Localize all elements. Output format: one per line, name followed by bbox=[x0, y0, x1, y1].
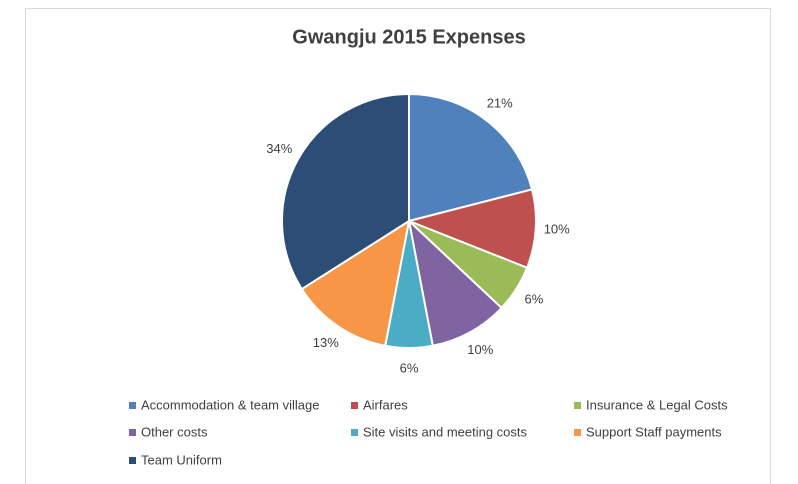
legend-label: Other costs bbox=[141, 424, 208, 439]
legend-label: Accommodation & team village bbox=[141, 397, 319, 412]
data-label: 10% bbox=[467, 342, 493, 357]
pie-slice bbox=[408, 92, 534, 223]
chart-title: Gwangju 2015 Expenses bbox=[292, 26, 525, 48]
data-label: 21% bbox=[487, 95, 513, 110]
legend-label: Insurance & Legal Costs bbox=[586, 397, 728, 412]
pie-slice bbox=[281, 92, 410, 291]
legend-marker bbox=[574, 429, 581, 436]
data-label: 10% bbox=[544, 222, 570, 237]
legend-marker bbox=[574, 402, 581, 409]
pie-slice bbox=[407, 218, 503, 347]
pie-slice bbox=[405, 188, 537, 270]
legend-label: Site visits and meeting costs bbox=[363, 424, 528, 439]
legend-label: Team Uniform bbox=[141, 452, 222, 467]
data-label: 13% bbox=[313, 335, 339, 350]
data-label: 6% bbox=[525, 292, 544, 307]
data-label: 6% bbox=[400, 360, 419, 375]
legend-marker bbox=[129, 429, 136, 436]
pie-slice bbox=[300, 218, 411, 347]
legend-label: Airfares bbox=[363, 397, 408, 412]
legend-marker bbox=[351, 402, 358, 409]
data-label: 34% bbox=[266, 141, 292, 156]
legend-label: Support Staff payments bbox=[586, 424, 722, 439]
legend-marker bbox=[129, 457, 136, 464]
legend-marker bbox=[351, 429, 358, 436]
legend-marker bbox=[129, 402, 136, 409]
